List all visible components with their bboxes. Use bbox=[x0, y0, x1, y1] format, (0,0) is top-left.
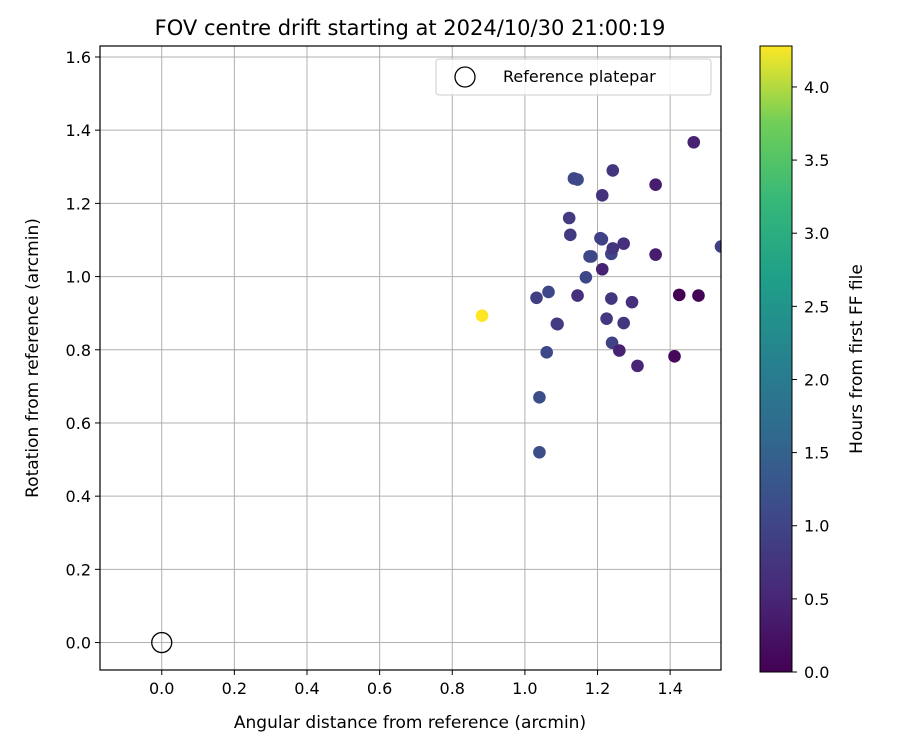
data-point bbox=[692, 289, 705, 302]
y-tick-label: 0.6 bbox=[66, 414, 91, 433]
data-point bbox=[606, 164, 620, 177]
y-tick-label: 0.8 bbox=[66, 341, 91, 360]
data-point bbox=[613, 344, 626, 357]
data-point bbox=[579, 271, 593, 284]
x-axis-ticks: 0.0 0.2 0.4 0.6 0.8 1.0 1.2 1.4 bbox=[149, 670, 683, 698]
data-point bbox=[542, 285, 555, 299]
data-point bbox=[567, 172, 581, 185]
x-tick-label: 0.8 bbox=[440, 679, 465, 698]
data-point bbox=[585, 250, 598, 263]
chart-title: FOV centre drift starting at 2024/10/30 … bbox=[155, 16, 666, 40]
data-point bbox=[551, 317, 564, 331]
y-tick-label: 0.2 bbox=[66, 560, 91, 579]
data-point bbox=[672, 288, 686, 302]
colorbar-tick-label: 1.0 bbox=[804, 517, 829, 536]
data-point bbox=[668, 350, 681, 363]
plot-frame bbox=[99, 45, 722, 671]
data-point bbox=[595, 232, 609, 246]
legend-box bbox=[435, 58, 712, 96]
x-axis-label: Angular distance from reference (arcmin) bbox=[234, 713, 586, 733]
scatter-points bbox=[151, 135, 721, 654]
points-group bbox=[475, 135, 721, 459]
colorbar-tick-label: 1.5 bbox=[804, 444, 829, 463]
data-point bbox=[595, 262, 609, 276]
colorbar-tick-label: 0.0 bbox=[804, 663, 829, 682]
data-point bbox=[649, 248, 662, 261]
data-point bbox=[625, 295, 639, 309]
data-point bbox=[649, 178, 662, 192]
data-point bbox=[687, 135, 701, 149]
data-point bbox=[533, 445, 546, 459]
legend: Reference platepar bbox=[435, 58, 712, 96]
colorbar-label: Hours from first FF file bbox=[847, 264, 867, 454]
x-tick-label: 0.2 bbox=[222, 679, 247, 698]
y-tick-label: 1.6 bbox=[66, 48, 91, 67]
data-point bbox=[595, 189, 609, 202]
data-point bbox=[605, 292, 618, 305]
y-axis-ticks: 0.0 0.2 0.4 0.6 0.8 1.0 1.2 1.4 1.6 bbox=[66, 48, 100, 653]
reference-point bbox=[151, 631, 173, 654]
x-tick-label: 0.0 bbox=[149, 679, 174, 698]
x-tick-label: 1.2 bbox=[585, 679, 610, 698]
colorbar-gradient bbox=[759, 45, 793, 673]
y-tick-label: 1.4 bbox=[66, 121, 91, 140]
data-point bbox=[600, 312, 613, 325]
y-tick-label: 1.2 bbox=[66, 194, 91, 213]
data-point bbox=[571, 289, 584, 302]
colorbar-tick-label: 3.5 bbox=[804, 151, 829, 170]
colorbar-tick-label: 2.5 bbox=[804, 297, 829, 316]
legend-reference-marker bbox=[454, 66, 476, 88]
data-point bbox=[606, 242, 620, 255]
data-point bbox=[562, 211, 576, 225]
y-tick-label: 0.4 bbox=[66, 487, 91, 506]
y-tick-label: 1.0 bbox=[66, 268, 91, 287]
colorbar-tick-label: 2.0 bbox=[804, 370, 829, 389]
colorbar-tick-label: 4.0 bbox=[804, 78, 829, 97]
data-point bbox=[714, 240, 721, 253]
x-tick-label: 0.6 bbox=[367, 679, 392, 698]
data-point bbox=[617, 316, 630, 330]
data-point bbox=[617, 237, 630, 250]
y-tick-label: 0.0 bbox=[66, 634, 91, 653]
data-point bbox=[530, 291, 543, 305]
colorbar-ticks: 0.0 0.5 1.0 1.5 2.0 2.5 3.0 3.5 4.0 bbox=[792, 78, 829, 682]
x-tick-label: 1.0 bbox=[512, 679, 537, 698]
x-tick-label: 1.4 bbox=[657, 679, 682, 698]
y-axis-label: Rotation from reference (arcmin) bbox=[23, 218, 43, 498]
grid bbox=[100, 46, 721, 670]
data-point bbox=[563, 228, 577, 242]
data-point bbox=[533, 391, 546, 404]
legend-label-reference: Reference platepar bbox=[503, 67, 656, 86]
data-point bbox=[540, 346, 553, 359]
data-point bbox=[475, 309, 489, 323]
colorbar: 0.0 0.5 1.0 1.5 2.0 2.5 3.0 3.5 4.0 Hours from f… bbox=[759, 45, 867, 682]
data-point bbox=[631, 359, 644, 373]
x-tick-label: 0.4 bbox=[294, 679, 319, 698]
colorbar-tick-label: 0.5 bbox=[804, 590, 829, 609]
colorbar-tick-label: 3.0 bbox=[804, 224, 829, 243]
